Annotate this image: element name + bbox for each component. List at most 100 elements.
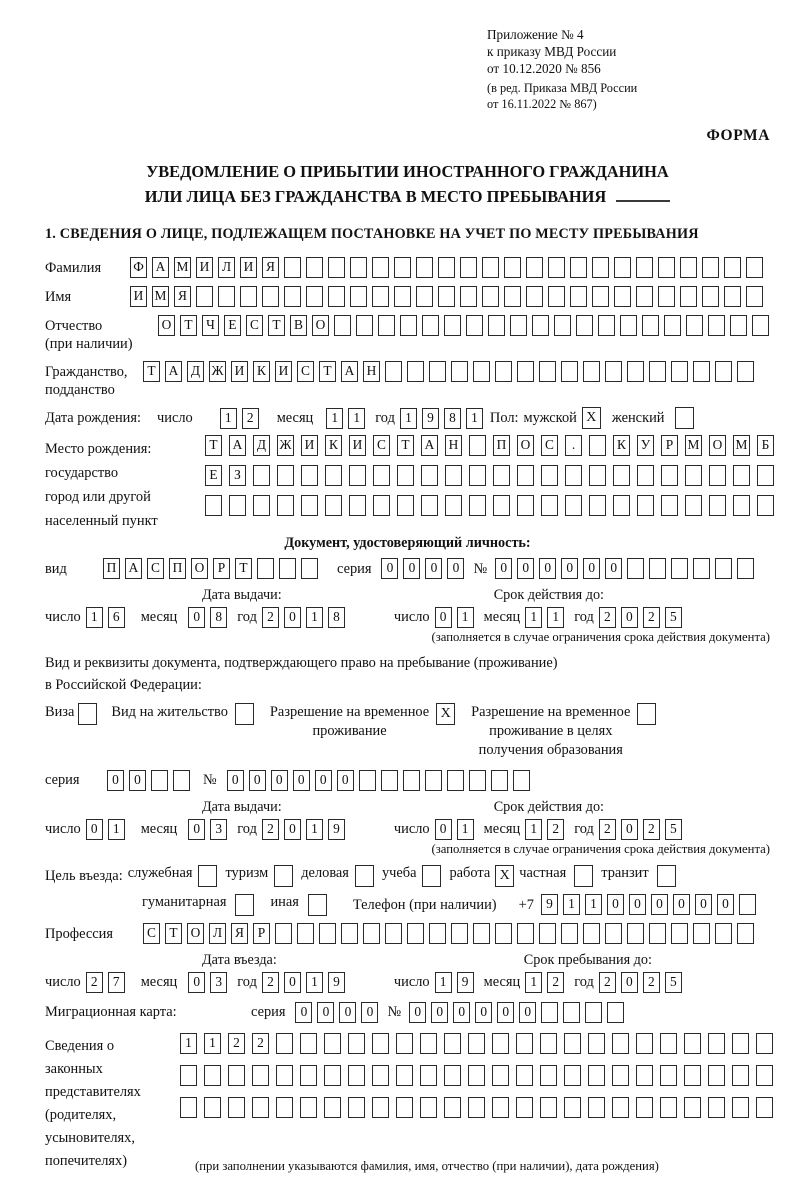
char-cell: 0 <box>381 558 399 580</box>
month-label: месяц <box>483 820 521 837</box>
char-cell <box>636 1096 653 1118</box>
char-cell: 0 <box>295 1001 313 1023</box>
char-cell: 0 <box>188 818 206 840</box>
char-cell <box>492 1064 509 1086</box>
char-cell: И <box>240 257 257 279</box>
char-cell: Т <box>165 922 182 944</box>
char-cell <box>473 361 490 383</box>
char-cell: 0 <box>431 1001 449 1023</box>
residence-expiry-heading: Срок действия до: <box>493 798 605 815</box>
char-cell: 0 <box>650 894 668 916</box>
doc-number-label: № <box>473 560 488 577</box>
char-cell <box>277 495 294 517</box>
char-cell: 1 <box>525 607 543 629</box>
year-label: год <box>574 609 594 626</box>
char-cell <box>407 922 424 944</box>
char-cell: 2 <box>642 971 660 993</box>
birthplace-label-line4: населенный пункт <box>45 513 158 530</box>
char-cell: 0 <box>361 1001 379 1023</box>
char-cell <box>709 465 726 487</box>
char-cell: И <box>130 286 147 308</box>
char-cell <box>585 1001 603 1023</box>
option-work-label: работа <box>449 864 491 881</box>
char-cell: 5 <box>664 818 682 840</box>
char-cell <box>363 922 380 944</box>
representatives-label-line2: законных <box>45 1060 103 1077</box>
char-cell: Т <box>235 558 252 580</box>
year-label: год <box>375 409 395 426</box>
char-cell <box>605 922 622 944</box>
char-cell: 0 <box>453 1001 471 1023</box>
char-cell <box>319 922 336 944</box>
char-cell: 1 <box>305 607 323 629</box>
purpose-row2: гуманитарная иная Телефон (при наличии) … <box>45 893 770 916</box>
char-cell: П <box>103 558 120 580</box>
option-official: служебная <box>128 864 218 887</box>
char-cell <box>469 435 486 457</box>
char-cell <box>495 361 512 383</box>
char-cell <box>661 495 678 517</box>
char-cell <box>421 465 438 487</box>
char-cell <box>301 465 318 487</box>
year-label: год <box>574 973 594 990</box>
char-cell <box>252 1064 269 1086</box>
char-cell: 0 <box>107 769 124 791</box>
char-cell <box>460 257 477 279</box>
doc-expiry-note: (заполняется в случае ограничения срока … <box>431 630 770 645</box>
char-cell <box>660 1064 677 1086</box>
char-cell: 3 <box>210 818 228 840</box>
char-cell <box>756 1096 773 1118</box>
char-cell <box>306 257 323 279</box>
char-cell <box>397 465 414 487</box>
char-cell <box>253 495 270 517</box>
residence-expiry-note: (заполняется в случае ограничения срока … <box>431 841 770 856</box>
char-cell <box>588 1096 605 1118</box>
char-cell <box>658 286 675 308</box>
char-cell: 5 <box>664 607 682 629</box>
surname-label: Фамилия <box>45 260 102 277</box>
char-cell: 0 <box>517 558 535 580</box>
char-cell <box>372 1032 389 1054</box>
option-temp-residence-education: Разрешение на временное проживание в цел… <box>471 702 657 760</box>
char-cell <box>592 257 609 279</box>
char-cell <box>385 361 402 383</box>
char-cell <box>565 465 582 487</box>
char-cell: П <box>493 435 510 457</box>
char-cell <box>482 286 499 308</box>
char-cell: 2 <box>598 607 616 629</box>
char-cell <box>396 1096 413 1118</box>
char-cell <box>757 465 774 487</box>
char-cell <box>570 257 587 279</box>
private-checkbox <box>574 864 594 887</box>
char-cell <box>438 257 455 279</box>
char-cell: Т <box>143 361 160 383</box>
char-cell <box>607 1001 625 1023</box>
char-cell: С <box>246 315 263 337</box>
char-cell: 0 <box>403 558 421 580</box>
char-cell: 0 <box>495 558 513 580</box>
char-cell: 2 <box>261 607 279 629</box>
char-cell: 0 <box>425 558 443 580</box>
char-cell <box>532 315 549 337</box>
char-cell: 0 <box>409 1001 427 1023</box>
day-label: число <box>45 609 81 626</box>
char-cell <box>444 1096 461 1118</box>
char-cell <box>540 1032 557 1054</box>
char-cell <box>348 1096 365 1118</box>
char-cell: Т <box>397 435 414 457</box>
option-temp-residence-label: Разрешение на временное проживание <box>270 703 429 741</box>
char-cell <box>492 1032 509 1054</box>
char-cell <box>385 922 402 944</box>
day-label: число <box>45 820 81 837</box>
char-cell <box>517 922 534 944</box>
char-cell <box>349 465 366 487</box>
option-tourism-label: туризм <box>225 864 269 881</box>
